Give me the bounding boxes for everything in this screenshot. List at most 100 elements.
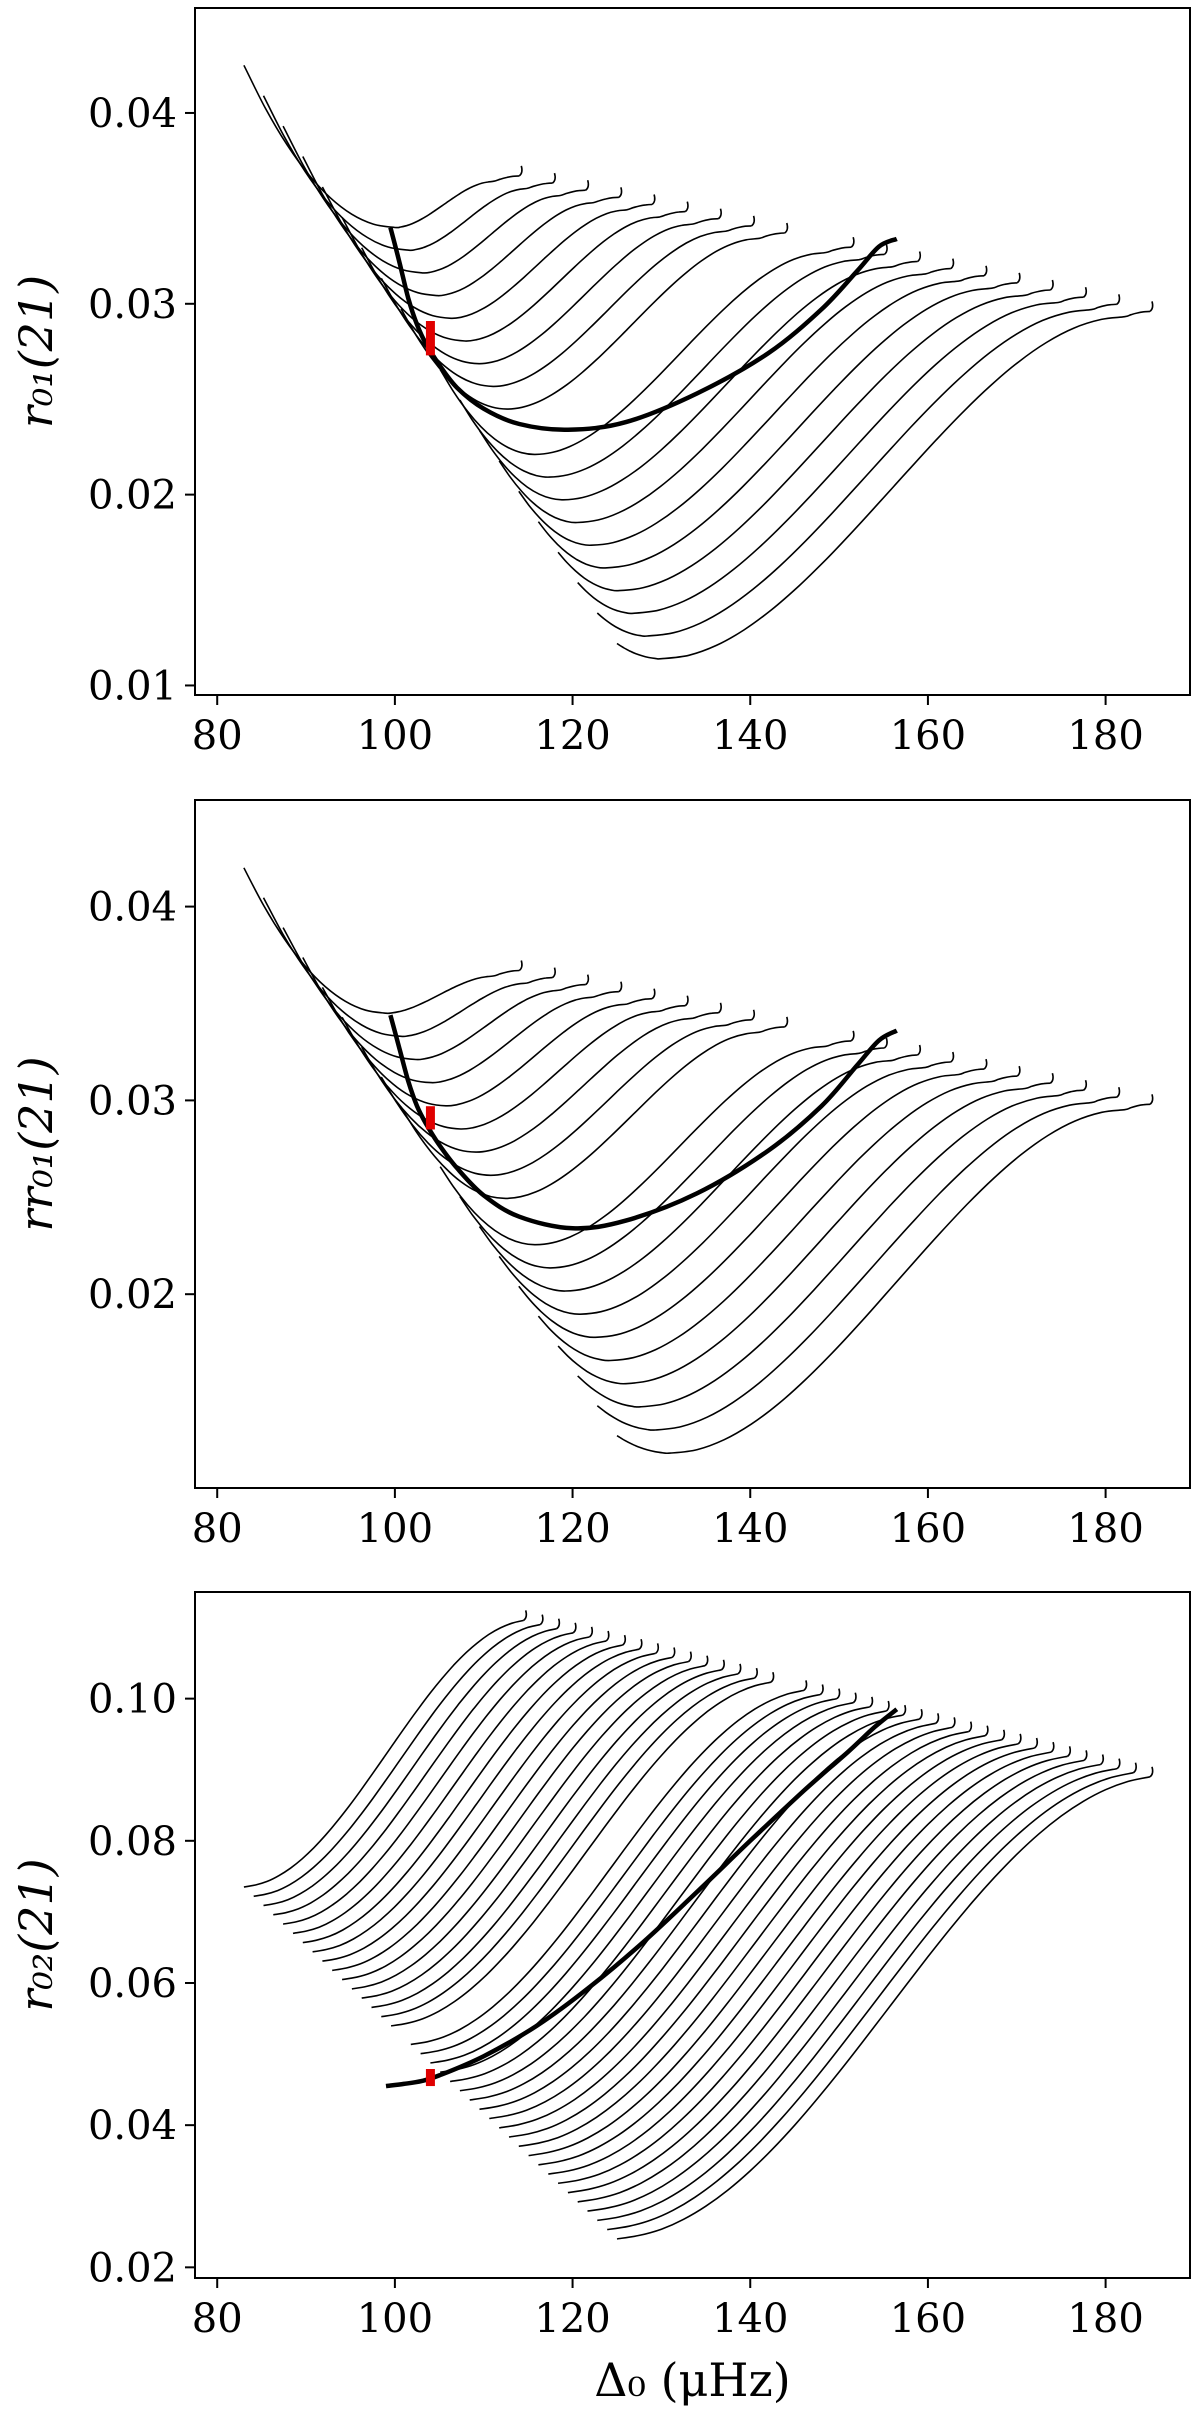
- model-track: [596, 1096, 1117, 1431]
- model-track: [459, 253, 885, 478]
- y-tick-label: 0.02: [88, 473, 177, 519]
- track-hook: [1067, 1746, 1072, 1757]
- track-hook: [1083, 286, 1088, 298]
- model-track: [380, 225, 752, 388]
- model-track: [410, 1689, 805, 2046]
- track-hook: [803, 1680, 808, 1692]
- model-track: [557, 1082, 1051, 1385]
- track-hook: [585, 974, 590, 986]
- model-track: [361, 1669, 722, 1999]
- model-track: [243, 64, 520, 229]
- track-hook: [751, 1009, 756, 1021]
- model-track: [449, 1706, 870, 2083]
- panel-rr01: 80 100 120 140 160 180 0.02 0.03 0.04 rr₀₁(21): [9, 799, 1191, 1552]
- track-hook: [551, 967, 556, 979]
- track-hook: [1016, 272, 1021, 284]
- model-track: [360, 217, 719, 365]
- track-hook: [518, 960, 523, 972]
- track-hook: [638, 1638, 643, 1650]
- model-track: [518, 275, 985, 547]
- track-hook: [622, 1634, 627, 1646]
- track-hook: [1083, 1079, 1088, 1091]
- model-track: [498, 1061, 951, 1316]
- track-hook: [951, 1717, 956, 1729]
- model-track: [537, 282, 1018, 569]
- model-track: [616, 310, 1151, 660]
- track-hook: [572, 1622, 577, 1634]
- track-hook: [1116, 1758, 1121, 1770]
- track-hook: [784, 1016, 789, 1028]
- track-hook: [1049, 279, 1054, 291]
- axes-frame: [194, 799, 1191, 1489]
- model-track: [538, 1743, 1019, 2166]
- x-tick-label: 120: [534, 713, 610, 759]
- highlighted-track: [385, 1707, 899, 2089]
- model-track: [518, 1068, 985, 1339]
- y-axis-label: r₀₁(21): [9, 275, 63, 428]
- track-hook: [1149, 1766, 1154, 1778]
- model-track: [577, 296, 1084, 615]
- model-track: [577, 1759, 1085, 2203]
- model-track: [243, 1619, 524, 1888]
- track-hook: [1017, 1733, 1022, 1745]
- track-hook: [869, 1696, 874, 1708]
- track-hook: [850, 236, 855, 248]
- track-hook: [770, 1671, 775, 1683]
- model-track: [557, 1751, 1052, 2185]
- x-tick-label: 160: [890, 2296, 966, 2342]
- track-hook: [902, 1704, 907, 1716]
- y-tick-label: 0.08: [88, 1819, 177, 1865]
- model-track: [548, 1747, 1035, 2175]
- model-track: [400, 1026, 785, 1200]
- track-hook: [1116, 1086, 1121, 1098]
- track-hook: [1132, 1762, 1137, 1774]
- x-tick-label: 180: [1067, 1506, 1143, 1552]
- x-tick-label: 100: [357, 2296, 433, 2342]
- model-track: [478, 260, 918, 501]
- model-track: [459, 1710, 887, 2092]
- highlighted-track: [388, 1014, 898, 1231]
- model-track: [243, 867, 520, 1015]
- track-hook: [618, 981, 623, 993]
- model-track: [508, 1730, 969, 2138]
- model-track: [380, 1019, 752, 1177]
- track-hook: [717, 1002, 722, 1014]
- track-hook: [836, 1688, 841, 1700]
- model-track: [332, 1656, 673, 1972]
- track-hook: [784, 222, 789, 234]
- track-hook: [753, 1667, 758, 1679]
- model-track: [341, 1660, 689, 1981]
- model-track: [577, 1089, 1084, 1408]
- x-tick-label: 160: [890, 1506, 966, 1552]
- x-tick-label: 80: [192, 713, 243, 759]
- model-track: [459, 1047, 885, 1269]
- track-hook: [751, 215, 756, 227]
- x-tick-label: 140: [712, 2296, 788, 2342]
- track-hook: [651, 988, 656, 1000]
- track-hook: [1149, 301, 1154, 313]
- track-hook: [684, 995, 689, 1007]
- y-tick-label: 0.02: [88, 2245, 177, 2291]
- track-hook: [968, 1721, 973, 1733]
- track-hook: [684, 201, 689, 213]
- track-hook: [671, 1647, 676, 1659]
- y-tick-label: 0.04: [88, 2103, 177, 2149]
- track-hook: [518, 165, 523, 177]
- panel-r02: 80 100 120 140 160 180 0.02 0.04 0.06 0.08 0.10 r₀₂…: [9, 1591, 1191, 2407]
- track-hook: [539, 1614, 544, 1626]
- track-hook: [720, 1659, 725, 1671]
- model-track: [302, 156, 619, 297]
- x-tick-label: 120: [534, 1506, 610, 1552]
- model-track: [469, 1714, 903, 2101]
- model-track: [302, 957, 619, 1084]
- model-track: [263, 1627, 557, 1907]
- track-hook: [655, 1643, 660, 1655]
- track-hook: [935, 1713, 940, 1724]
- track-hook: [1034, 1737, 1039, 1749]
- plot-area: [243, 64, 1154, 660]
- track-hook: [1083, 1750, 1088, 1762]
- x-tick-label: 80: [192, 1506, 243, 1552]
- x-tick-label: 100: [357, 713, 433, 759]
- track-hook: [883, 1037, 888, 1049]
